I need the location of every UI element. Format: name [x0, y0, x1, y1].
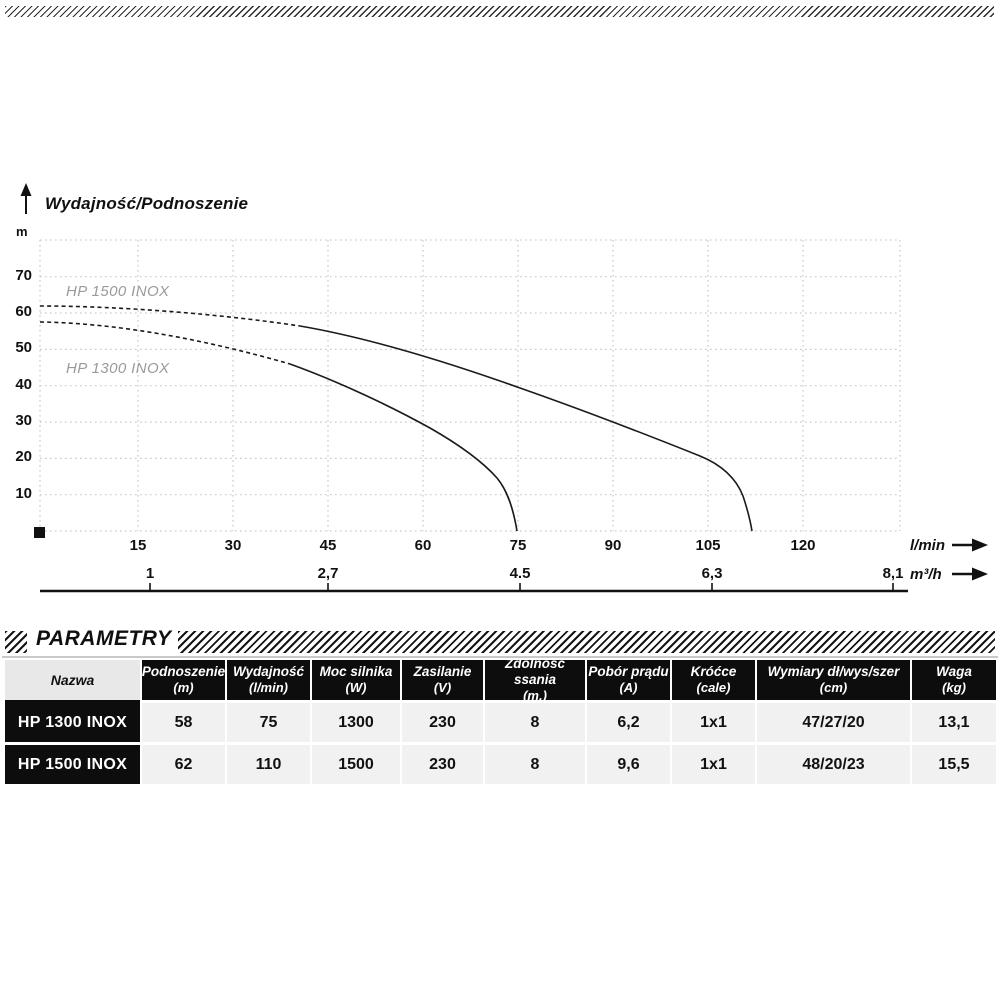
column-header-unit: (kg) — [942, 680, 966, 695]
row-name: HP 1500 INOX — [5, 745, 140, 784]
x-tick-30: 30 — [224, 537, 242, 554]
column-header-label: Wymiary dł/wys/szer — [767, 664, 900, 679]
cell-zasilanie: 230 — [402, 703, 483, 742]
y-tick-50: 50 — [15, 339, 32, 356]
cell-waga: 15,5 — [912, 745, 996, 784]
right-arrow-icon — [952, 538, 988, 552]
cell-moc-silnika: 1500 — [312, 745, 400, 784]
cell-zasilanie: 230 — [402, 745, 483, 784]
cell-wydajnosc: 110 — [227, 745, 310, 784]
column-header-unit: (m) — [173, 680, 194, 695]
column-header-waga: Waga (kg) — [912, 660, 996, 700]
curve-hp1500-dashed-segment — [39, 305, 301, 327]
section-divider — [2, 656, 998, 658]
parametry-hatch-band — [178, 631, 995, 653]
column-header-nazwa: Nazwa — [5, 660, 140, 700]
x2-tick-4-5: 4.5 — [509, 565, 531, 582]
y-tick-30: 30 — [15, 412, 32, 429]
column-header-wymiary: Wymiary dł/wys/szer (cm) — [757, 660, 910, 700]
table-header-row: Nazwa Podnoszenie (m) Wydajność (l/min) … — [5, 656, 996, 703]
x-tick-90: 90 — [604, 537, 622, 554]
column-header-label: Pobór prądu — [588, 664, 669, 679]
column-header-label: Waga — [936, 664, 972, 679]
column-header-unit: (l/min) — [249, 680, 288, 695]
top-hatched-band — [5, 6, 994, 17]
y-tick-70: 70 — [15, 267, 32, 284]
cell-zdolnosc-ssania: 8 — [485, 703, 585, 742]
column-header-podnoszenie: Podnoszenie (m) — [142, 660, 225, 700]
parametry-hatch-block — [5, 631, 27, 653]
column-header-label: Zdolność ssania — [505, 656, 565, 687]
nazwa-header-underline — [5, 700, 140, 704]
curve-hp1500-solid-segment — [299, 325, 753, 532]
right-arrow-icon — [952, 567, 988, 581]
x-axis-unit-m3h: m³/h — [910, 566, 942, 583]
section-title: PARAMETRY — [36, 627, 172, 650]
column-header-label: Króćce — [690, 664, 737, 679]
column-header-unit: (m.) — [523, 688, 547, 703]
x2-tick-1: 1 — [145, 565, 155, 582]
cell-pobor-pradu: 9,6 — [587, 745, 670, 784]
table-row-hp1500: HP 1500 INOX 62 110 1500 230 8 9,6 1x1 4… — [5, 745, 996, 784]
column-header-krocce: Króćce (cale) — [672, 660, 755, 700]
column-header-unit: (W) — [345, 680, 367, 695]
y-tick-20: 20 — [15, 448, 32, 465]
cell-wydajnosc: 75 — [227, 703, 310, 742]
column-header-zasilanie: Zasilanie (V) — [402, 660, 483, 700]
m3h-axis — [40, 583, 908, 593]
y-tick-60: 60 — [15, 303, 32, 320]
up-arrow-icon — [20, 183, 32, 214]
column-header-moc-silnika: Moc silnika (W) — [312, 660, 400, 700]
cell-moc-silnika: 1300 — [312, 703, 400, 742]
y-tick-40: 40 — [15, 376, 32, 393]
x-axis-unit-lmin: l/min — [910, 537, 946, 554]
row-name: HP 1300 INOX — [5, 703, 140, 742]
cell-waga: 13,1 — [912, 703, 996, 742]
x-tick-105: 105 — [695, 537, 721, 554]
x2-tick-6-3: 6,3 — [701, 565, 723, 582]
cell-wymiary: 48/20/23 — [757, 745, 910, 784]
origin-square-marker — [34, 527, 45, 538]
column-header-label: Wydajność — [232, 664, 305, 679]
column-header-zdolnosc-ssania: Zdolność ssania (m.) — [485, 656, 585, 703]
curve-hp1300-solid-segment — [289, 363, 518, 532]
cell-pobor-pradu: 6,2 — [587, 703, 670, 742]
column-header-pobor-pradu: Pobór prądu (A) — [587, 660, 670, 700]
column-header-wydajnosc: Wydajność (l/min) — [227, 660, 310, 700]
chart-title: Wydajność/Podnoszenie — [45, 194, 249, 213]
column-header-label: Nazwa — [50, 672, 95, 688]
cell-zdolnosc-ssania: 8 — [485, 745, 585, 784]
curve-label-hp1300: HP 1300 INOX — [66, 360, 170, 377]
curve-label-hp1500: HP 1500 INOX — [66, 283, 170, 300]
cell-krocce: 1x1 — [672, 745, 755, 784]
x2-tick-2-7: 2,7 — [317, 565, 339, 582]
x-tick-15: 15 — [129, 537, 147, 554]
column-header-label: Moc silnika — [319, 664, 393, 679]
x-tick-60: 60 — [414, 537, 432, 554]
pump-performance-chart — [20, 183, 988, 593]
column-header-unit: (cm) — [819, 680, 848, 695]
column-header-unit: (cale) — [696, 680, 731, 695]
y-tick-10: 10 — [15, 485, 32, 502]
column-header-unit: (V) — [433, 680, 452, 695]
cell-podnoszenie: 58 — [142, 703, 225, 742]
x2-tick-8-1: 8,1 — [882, 565, 904, 582]
column-header-unit: (A) — [619, 680, 638, 695]
curve-hp1300-dashed-segment — [39, 321, 291, 365]
cell-wymiary: 47/27/20 — [757, 703, 910, 742]
x-tick-45: 45 — [319, 537, 337, 554]
column-header-label: Podnoszenie — [141, 664, 226, 679]
cell-podnoszenie: 62 — [142, 745, 225, 784]
table-row-hp1300: HP 1300 INOX 58 75 1300 230 8 6,2 1x1 47… — [5, 703, 996, 742]
chart-grid — [39, 239, 901, 532]
cell-krocce: 1x1 — [672, 703, 755, 742]
x-tick-120: 120 — [790, 537, 816, 554]
column-header-label: Zasilanie — [413, 664, 472, 679]
x-tick-75: 75 — [509, 537, 527, 554]
curves — [39, 305, 753, 532]
y-axis-unit-label: m — [16, 224, 28, 239]
